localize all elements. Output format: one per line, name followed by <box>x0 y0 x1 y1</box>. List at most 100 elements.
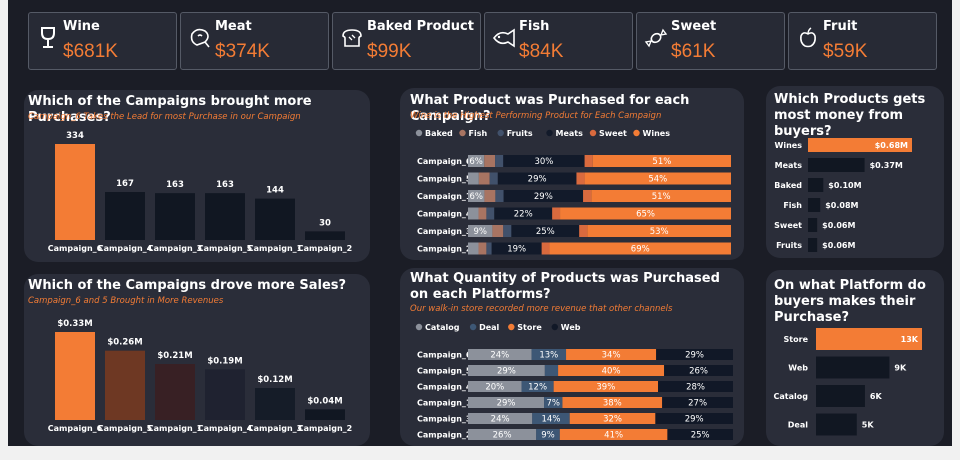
bar-segment <box>591 190 731 202</box>
data-label: $0.68M <box>875 141 908 150</box>
bar <box>816 356 890 379</box>
fish-icon <box>492 28 515 48</box>
kpi-card-fruit[interactable]: Fruit $59K <box>788 12 937 70</box>
chart-title: What Quantity of Products was Purchased … <box>410 271 720 302</box>
chart-title: Which Products gets most money from buye… <box>774 92 926 139</box>
bar-segment <box>592 155 731 167</box>
data-label: 144 <box>266 186 284 196</box>
category-label: Wines <box>775 141 803 150</box>
platform-bar-chart: Store 13K Web 9K Catalog 6K Deal 5K <box>774 328 922 436</box>
bar <box>205 369 245 420</box>
bar-segment <box>478 242 487 255</box>
kpi-card-baked-product[interactable]: Baked Product $99K <box>332 12 481 70</box>
data-label: 40% <box>602 367 621 377</box>
data-label: 27% <box>688 399 707 409</box>
legend-marker <box>508 323 515 331</box>
data-label: 163 <box>166 180 184 190</box>
bar <box>155 193 195 240</box>
bar-segment <box>511 225 580 237</box>
category-label: Meats <box>775 161 803 170</box>
legend-marker <box>589 129 597 137</box>
bar <box>808 138 912 152</box>
data-label: 29% <box>685 351 704 361</box>
category-label: Campaign_1 <box>417 399 472 408</box>
chart-subtitle: Campaign_6 and 5 Brought in More Revenue… <box>28 296 224 306</box>
data-label: 29% <box>497 399 516 409</box>
data-label: 38% <box>603 399 622 409</box>
data-label: 24% <box>490 351 509 361</box>
bar <box>105 192 145 240</box>
chart-title: What Product was Purchased for each Camp… <box>410 93 690 124</box>
data-label: 30 <box>319 218 331 228</box>
category-label: Campaign_4 <box>417 383 472 392</box>
bar-segment <box>544 365 559 376</box>
data-label: 41% <box>604 431 623 441</box>
data-label: 9K <box>894 364 907 373</box>
category-label: Campaign_6 <box>417 351 472 360</box>
bread-icon <box>342 29 362 47</box>
data-label: 7% <box>547 399 561 409</box>
legend-label: Store <box>517 323 542 332</box>
legend-label: Deal <box>479 323 499 332</box>
bar-segment <box>468 429 537 440</box>
kpi-card-sweet[interactable]: Sweet $61K <box>636 12 785 70</box>
legend-marker <box>497 129 504 137</box>
data-label: $0.26M <box>107 338 142 348</box>
bar-segment <box>468 207 479 220</box>
data-label: 51% <box>652 192 671 202</box>
sales-panel: Which of the Campaigns drove more Sales?… <box>24 274 370 446</box>
bar <box>55 332 95 420</box>
category-label: Campaign_4 <box>417 210 472 219</box>
category-label: Campaign_1 <box>248 244 303 253</box>
bar-segment <box>549 242 731 255</box>
bar <box>816 385 865 407</box>
bar-segment <box>658 381 733 392</box>
data-label: $0.04M <box>307 396 342 406</box>
kpi-label: Fruit <box>823 19 858 34</box>
bar-segment <box>544 397 563 408</box>
legend-marker <box>633 129 640 137</box>
chart-title: Which of the Campaigns drove more Sales? <box>28 278 347 293</box>
bar-segment <box>531 349 567 360</box>
data-label: 51% <box>652 157 671 167</box>
kpi-label: Meat <box>215 19 252 34</box>
data-label: 39% <box>596 383 615 393</box>
bar-segment <box>489 172 498 185</box>
apple-icon <box>800 27 816 48</box>
bar-segment <box>558 365 665 376</box>
legend-marker <box>469 323 477 331</box>
bar <box>305 409 345 420</box>
data-label: 65% <box>636 210 655 220</box>
kpi-card-wine[interactable]: Wine $681K <box>28 12 177 70</box>
bar <box>205 193 245 240</box>
platform-panel: On what Platform do buyers makes their P… <box>766 270 944 446</box>
category-label: Campaign_6 <box>48 424 103 433</box>
category-label: Campaign_6 <box>417 157 472 166</box>
data-label: $0.08M <box>825 201 858 210</box>
category-label: Campaign_1 <box>148 424 203 433</box>
legend-marker <box>459 129 466 137</box>
quantity-platform-panel: What Quantity of Products was Purchased … <box>400 268 744 446</box>
meat-icon <box>190 28 210 48</box>
product-campaign-stacked-chart: Baked Fish Fruits Meats Sweet Wines Campaign_6… <box>415 129 731 255</box>
bar-segment <box>468 365 545 376</box>
kpi-label: Sweet <box>671 19 717 34</box>
data-label: 25% <box>536 227 555 237</box>
kpi-label: Baked Product <box>367 19 474 34</box>
bar-segment <box>655 413 733 424</box>
data-label: 25% <box>691 431 710 441</box>
bar-segment <box>503 190 584 202</box>
bar-segment <box>569 413 656 424</box>
bar-segment <box>478 207 487 220</box>
kpi-label: Wine <box>63 19 100 34</box>
bar-segment <box>486 242 492 255</box>
bar-segment <box>552 207 561 220</box>
legend-marker <box>415 129 423 137</box>
purchases-bar-chart: 334 Campaign_6 167 Campaign_4 163 Campaign_3 1… <box>48 131 352 253</box>
bar <box>808 218 818 232</box>
kpi-card-meat[interactable]: Meat $374K <box>180 12 329 70</box>
data-label: 30% <box>534 157 553 167</box>
data-label: 9% <box>541 431 555 441</box>
data-label: 19% <box>507 245 526 255</box>
kpi-card-fish[interactable]: Fish $84K <box>484 12 633 70</box>
